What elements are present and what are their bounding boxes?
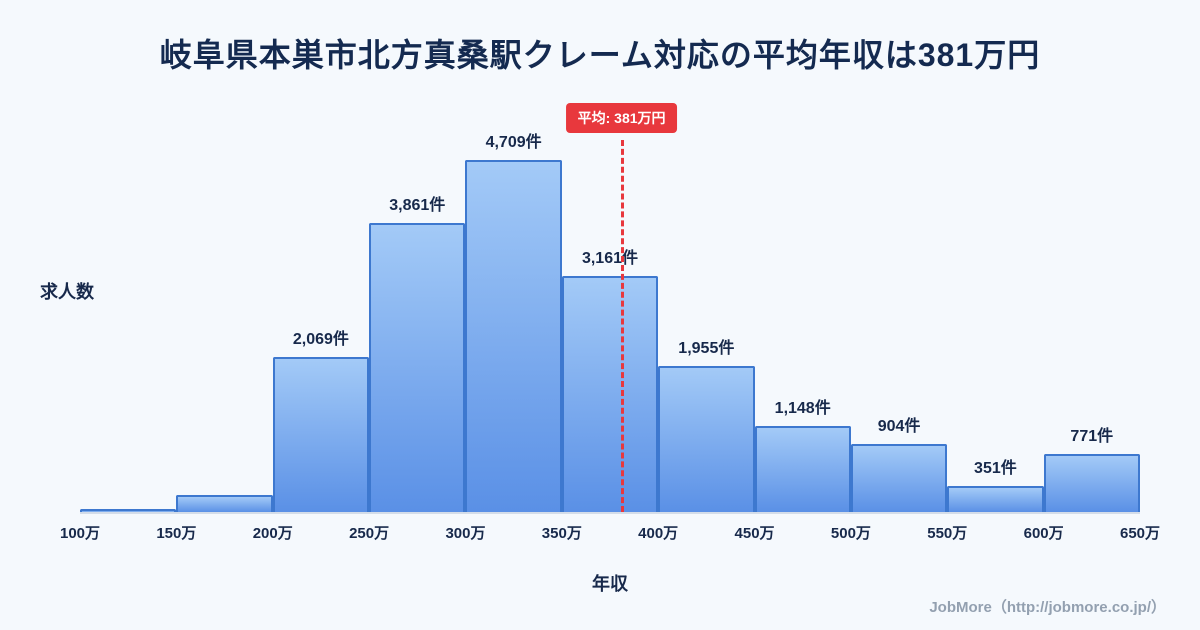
histogram-bar <box>465 160 562 512</box>
bar-value-label: 3,161件 <box>581 250 638 267</box>
x-tick-label: 500万 <box>830 525 871 542</box>
histogram-bin: 771件 <box>1043 140 1140 512</box>
histogram-bar <box>754 426 851 512</box>
x-tick-label: 300万 <box>445 525 486 542</box>
bar-value-label: 4,709件 <box>485 134 542 151</box>
histogram-bar <box>176 495 273 512</box>
average-badge: 平均: 381万円 <box>565 103 678 133</box>
bar-value-label: 351件 <box>974 460 1017 477</box>
x-tick-label: 100万 <box>59 525 101 542</box>
histogram-bin: 1,148件 <box>754 140 851 512</box>
histogram-bar <box>947 486 1044 512</box>
x-tick-label: 250万 <box>349 525 390 542</box>
bar-value-label: 1,148件 <box>774 400 831 417</box>
histogram-bar <box>1043 454 1140 512</box>
histogram-bar <box>850 444 948 512</box>
x-tick-label: 550万 <box>927 525 968 542</box>
histogram-bin: 351件 <box>947 140 1044 512</box>
bar-value-label: 2,069件 <box>292 331 349 348</box>
x-tick-label: 650万 <box>1119 525 1161 542</box>
chart-title: 岐阜県本巣市北方真桑駅クレーム対応の平均年収は381万円 <box>159 37 1041 73</box>
histogram-bar <box>80 509 177 512</box>
bar-value-label: 904件 <box>877 418 921 435</box>
x-tick-label: 350万 <box>541 525 582 542</box>
average-line <box>620 140 624 512</box>
x-tick-label: 150万 <box>156 525 197 542</box>
x-axis-line <box>80 512 1140 514</box>
histogram-bin: 3,161件 <box>561 140 659 512</box>
x-tick-label: 600万 <box>1023 525 1064 542</box>
histogram-bin: 3,861件 <box>369 140 466 512</box>
bar-value-label: 3,861件 <box>389 197 446 214</box>
histogram-bin: 1,955件 <box>658 140 755 512</box>
histogram-bar <box>369 223 466 512</box>
x-tick-label: 200万 <box>252 525 293 542</box>
histogram-bar <box>272 357 370 512</box>
source-credit: JobMore（http://jobmore.co.jp/） <box>929 599 1166 616</box>
histogram-bar <box>561 276 659 512</box>
bar-value-label: 1,955件 <box>678 340 735 357</box>
plot-area: 2,069件 3,861件 4,709件 3,161件 1,955件 1,148件 904件… <box>80 134 1140 512</box>
bar-value-label: 771件 <box>1070 428 1114 445</box>
histogram-bin: 2,069件 <box>272 140 370 512</box>
y-axis-label: 求人数 <box>40 282 94 302</box>
x-tick-label: 400万 <box>638 525 679 542</box>
histogram-bin <box>80 140 177 512</box>
histogram-bin <box>176 140 273 512</box>
histogram-bar <box>658 366 755 512</box>
x-tick-label: 450万 <box>734 525 775 542</box>
x-ticks: 100万 150万 200万 250万 300万 350万 400万 450万 500万 550万… <box>60 522 1160 542</box>
histogram-bin: 4,709件 <box>465 134 562 512</box>
histogram-bin: 904件 <box>850 140 948 512</box>
x-axis-label: 年収 <box>592 574 628 594</box>
